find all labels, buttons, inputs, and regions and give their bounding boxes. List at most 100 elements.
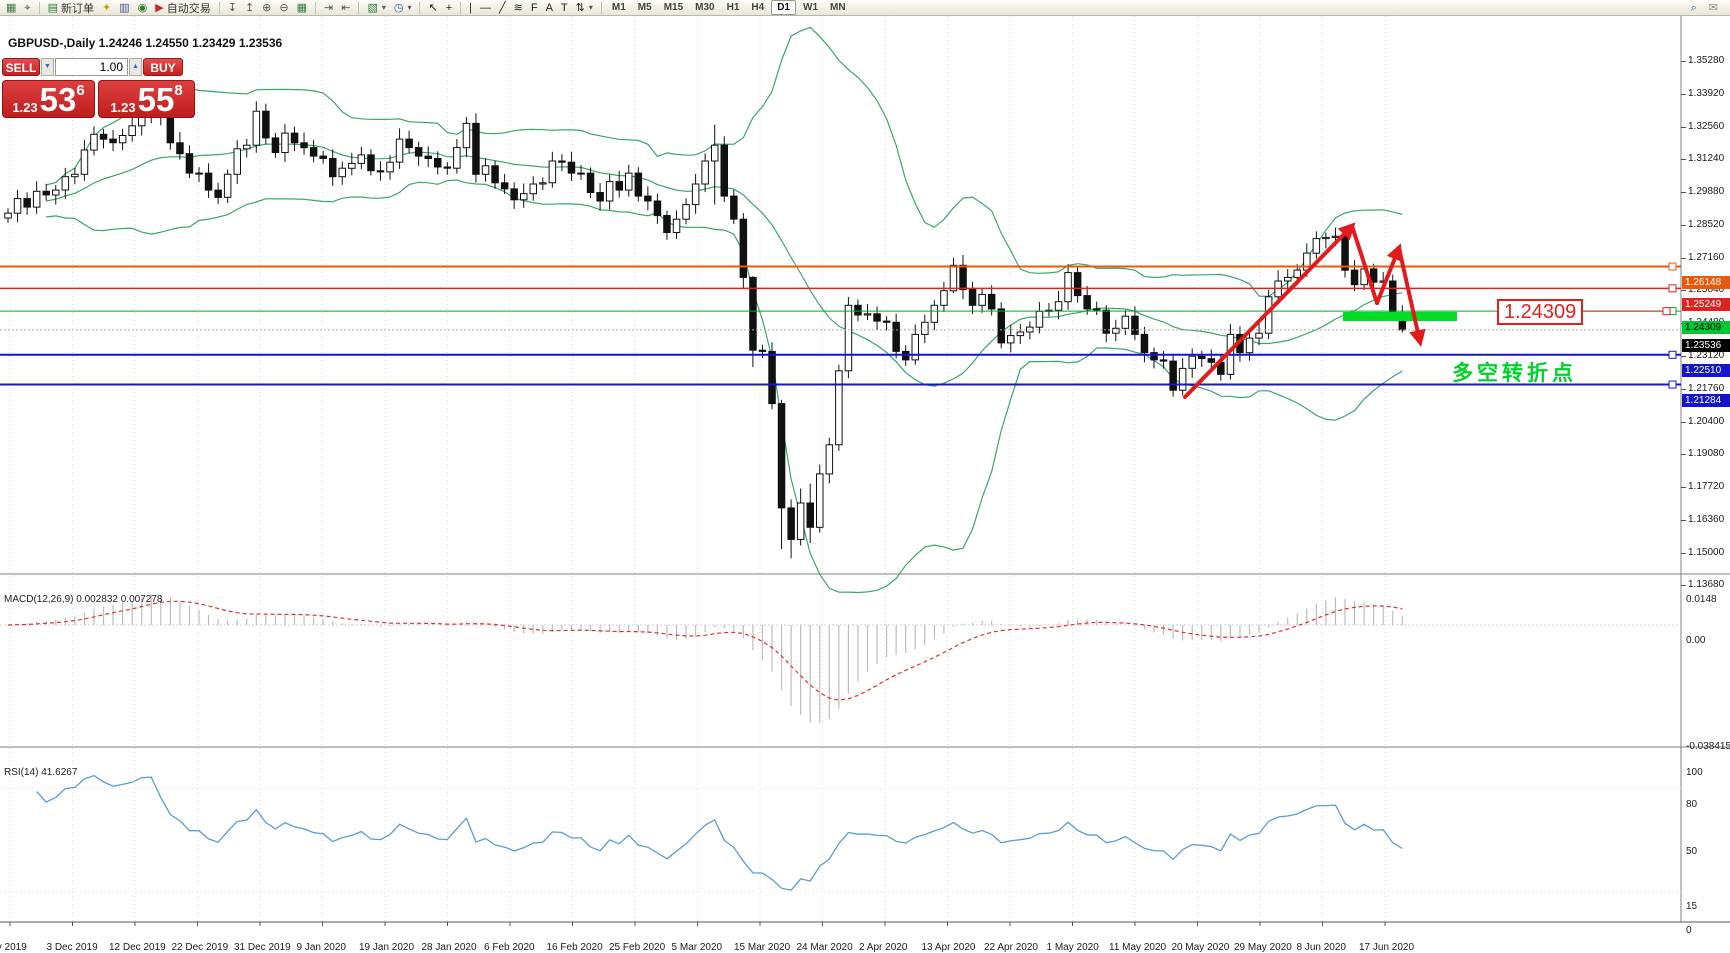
sep6 xyxy=(460,1,462,14)
candle xyxy=(539,182,547,185)
candle xyxy=(338,167,346,178)
main-chart-canvas[interactable] xyxy=(0,16,1730,940)
candle xyxy=(52,189,60,196)
timeframe-button-m15[interactable]: M15 xyxy=(663,2,684,13)
candle xyxy=(854,304,862,316)
buy-button[interactable]: BUY xyxy=(143,58,183,76)
price-callout-label[interactable]: 1.24309 xyxy=(1497,299,1584,325)
support-line-blue-lower-anchor[interactable] xyxy=(1668,380,1677,389)
chat-icon[interactable]: ✉ xyxy=(1708,1,1718,14)
rsi-axis-tick: 15 xyxy=(1686,901,1698,913)
crosshair-icon[interactable]: + xyxy=(445,1,453,14)
candle xyxy=(882,320,891,323)
timeframe-button-w1[interactable]: W1 xyxy=(803,2,818,13)
candle xyxy=(23,198,31,208)
tile-windows-icon[interactable]: ▦ xyxy=(296,1,307,14)
new-order-icon[interactable]: ▤ 新订单 xyxy=(47,1,95,15)
autotrading-icon-label: 自动交易 xyxy=(166,2,211,15)
price-axis-tick: 1.35280 xyxy=(1688,55,1725,66)
timeframe-button-mn[interactable]: MN xyxy=(830,2,846,13)
support-line-blue-upper-anchor[interactable] xyxy=(1668,350,1677,359)
bid-price-big: 53 xyxy=(39,81,77,118)
navigator-icon[interactable]: ◉ xyxy=(137,1,148,14)
timeframe-button-m30[interactable]: M30 xyxy=(695,2,715,13)
price-axis-tick: 1.15000 xyxy=(1688,546,1725,558)
indicators-icon[interactable]: ↧ xyxy=(227,1,237,14)
new-order-icon-label: 新订单 xyxy=(61,2,95,15)
volume-decrease-button[interactable]: ▼ xyxy=(41,58,54,76)
price-axis-tick: 1.16360 xyxy=(1688,513,1725,525)
bid-price-prefix: 1.23 xyxy=(12,100,38,115)
sep7 xyxy=(600,1,602,14)
equidistant-channel-icon[interactable]: ≋ xyxy=(513,1,523,14)
text-label-icon[interactable]: T xyxy=(560,1,568,14)
timeframe-button-m5[interactable]: M5 xyxy=(637,2,652,13)
cursor-icon[interactable]: ↖ xyxy=(428,1,438,14)
bid-price-box[interactable]: 1.23 53 6 xyxy=(2,80,95,118)
date-axis-label: 8 Jun 2020 xyxy=(1296,942,1347,953)
resistance-line-red-anchor[interactable] xyxy=(1668,284,1677,293)
price-axis-tick: 1.21760 xyxy=(1688,382,1725,394)
price-axis-tick: 1.19080 xyxy=(1688,448,1725,459)
trend-arrow-segment[interactable] xyxy=(1350,224,1379,305)
candle xyxy=(863,313,872,316)
trendline-icon[interactable]: ╱ xyxy=(499,1,506,14)
volume-increase-button[interactable]: ▲ xyxy=(129,58,142,76)
price-axis-tick: 1.20400 xyxy=(1688,415,1725,427)
candle xyxy=(949,264,958,292)
trend-arrow-segment[interactable] xyxy=(1183,222,1356,399)
candle xyxy=(472,122,480,175)
data-window-icon[interactable]: ▥ xyxy=(119,1,130,14)
objects-list-icon[interactable]: ↥ xyxy=(244,1,255,14)
resistance-line-orange-anchor[interactable] xyxy=(1668,262,1677,271)
ask-price-box[interactable]: 1.23 55 8 xyxy=(98,80,195,118)
autotrading-icon[interactable]: ▶ 自动交易 xyxy=(155,1,211,15)
sell-button[interactable]: SELL xyxy=(2,58,40,76)
timeframe-button-m1[interactable]: M1 xyxy=(611,2,626,13)
new-chart-icon[interactable]: ▦ xyxy=(6,1,17,14)
horizontal-line-icon[interactable]: — xyxy=(480,1,491,14)
text-icon[interactable]: A xyxy=(545,1,553,14)
timeframe-button-h1[interactable]: H1 xyxy=(726,2,740,13)
arrows-icon[interactable]: ⇅ ▾ xyxy=(575,1,593,14)
candle xyxy=(367,154,375,172)
candle xyxy=(558,160,566,163)
price-axis-tick: 1.33920 xyxy=(1688,87,1725,99)
turning-point-annotation[interactable]: 多空转折点 xyxy=(1452,362,1577,385)
chart-shift-icon[interactable]: ⇤ xyxy=(341,1,351,14)
candle xyxy=(625,172,633,191)
support-zone-bar[interactable] xyxy=(1343,312,1457,321)
candle xyxy=(13,198,22,214)
candle xyxy=(128,125,136,137)
zoom-in-icon[interactable]: ⊕ xyxy=(262,1,272,14)
rsi-indicator-label: RSI(14) 41.6267 xyxy=(4,767,78,778)
date-axis-label: 17 Jun 2020 xyxy=(1359,942,1415,953)
date-axis-label: 31 Dec 2019 xyxy=(234,942,291,953)
date-axis-label: 24 Mar 2020 xyxy=(796,942,853,953)
timeframe-button-d1[interactable]: D1 xyxy=(771,0,796,15)
trend-arrow-segment[interactable] xyxy=(1397,246,1426,347)
profiles-icon[interactable]: ⌖ xyxy=(24,1,31,14)
vertical-line-icon[interactable]: | xyxy=(469,1,472,14)
trend-arrow-segment[interactable] xyxy=(1375,243,1403,305)
chart-window[interactable]: 1.35280 1.33920 1.32560 1.31240 1.29880 1.285… xyxy=(0,16,1730,953)
fibonacci-icon[interactable]: F xyxy=(530,1,538,14)
callout-anchor[interactable] xyxy=(1662,307,1671,316)
candle xyxy=(844,304,853,372)
search-icon[interactable]: ⌕ xyxy=(1690,1,1697,14)
candle xyxy=(959,264,967,291)
auto-scroll-icon[interactable]: ⇥ xyxy=(324,1,334,14)
candle xyxy=(1331,235,1340,238)
periods-icon[interactable]: ◷ ▾ xyxy=(393,1,412,14)
rsi-axis-tick: 80 xyxy=(1686,798,1698,810)
candle xyxy=(940,290,948,306)
date-axis-label: 9 Jan 2020 xyxy=(296,942,347,953)
candle xyxy=(61,176,70,191)
toolbox-icon[interactable]: ✦ xyxy=(102,1,112,14)
timeframe-button-h4[interactable]: H4 xyxy=(751,2,765,13)
volume-input[interactable] xyxy=(55,58,128,76)
date-axis-label: 29 May 2020 xyxy=(1234,942,1292,953)
support-line-blue-lower-price-label: 1.21284 xyxy=(1682,394,1730,408)
zoom-out-icon[interactable]: ⊖ xyxy=(279,1,289,14)
templates-icon[interactable]: ▧ ▾ xyxy=(367,1,386,14)
